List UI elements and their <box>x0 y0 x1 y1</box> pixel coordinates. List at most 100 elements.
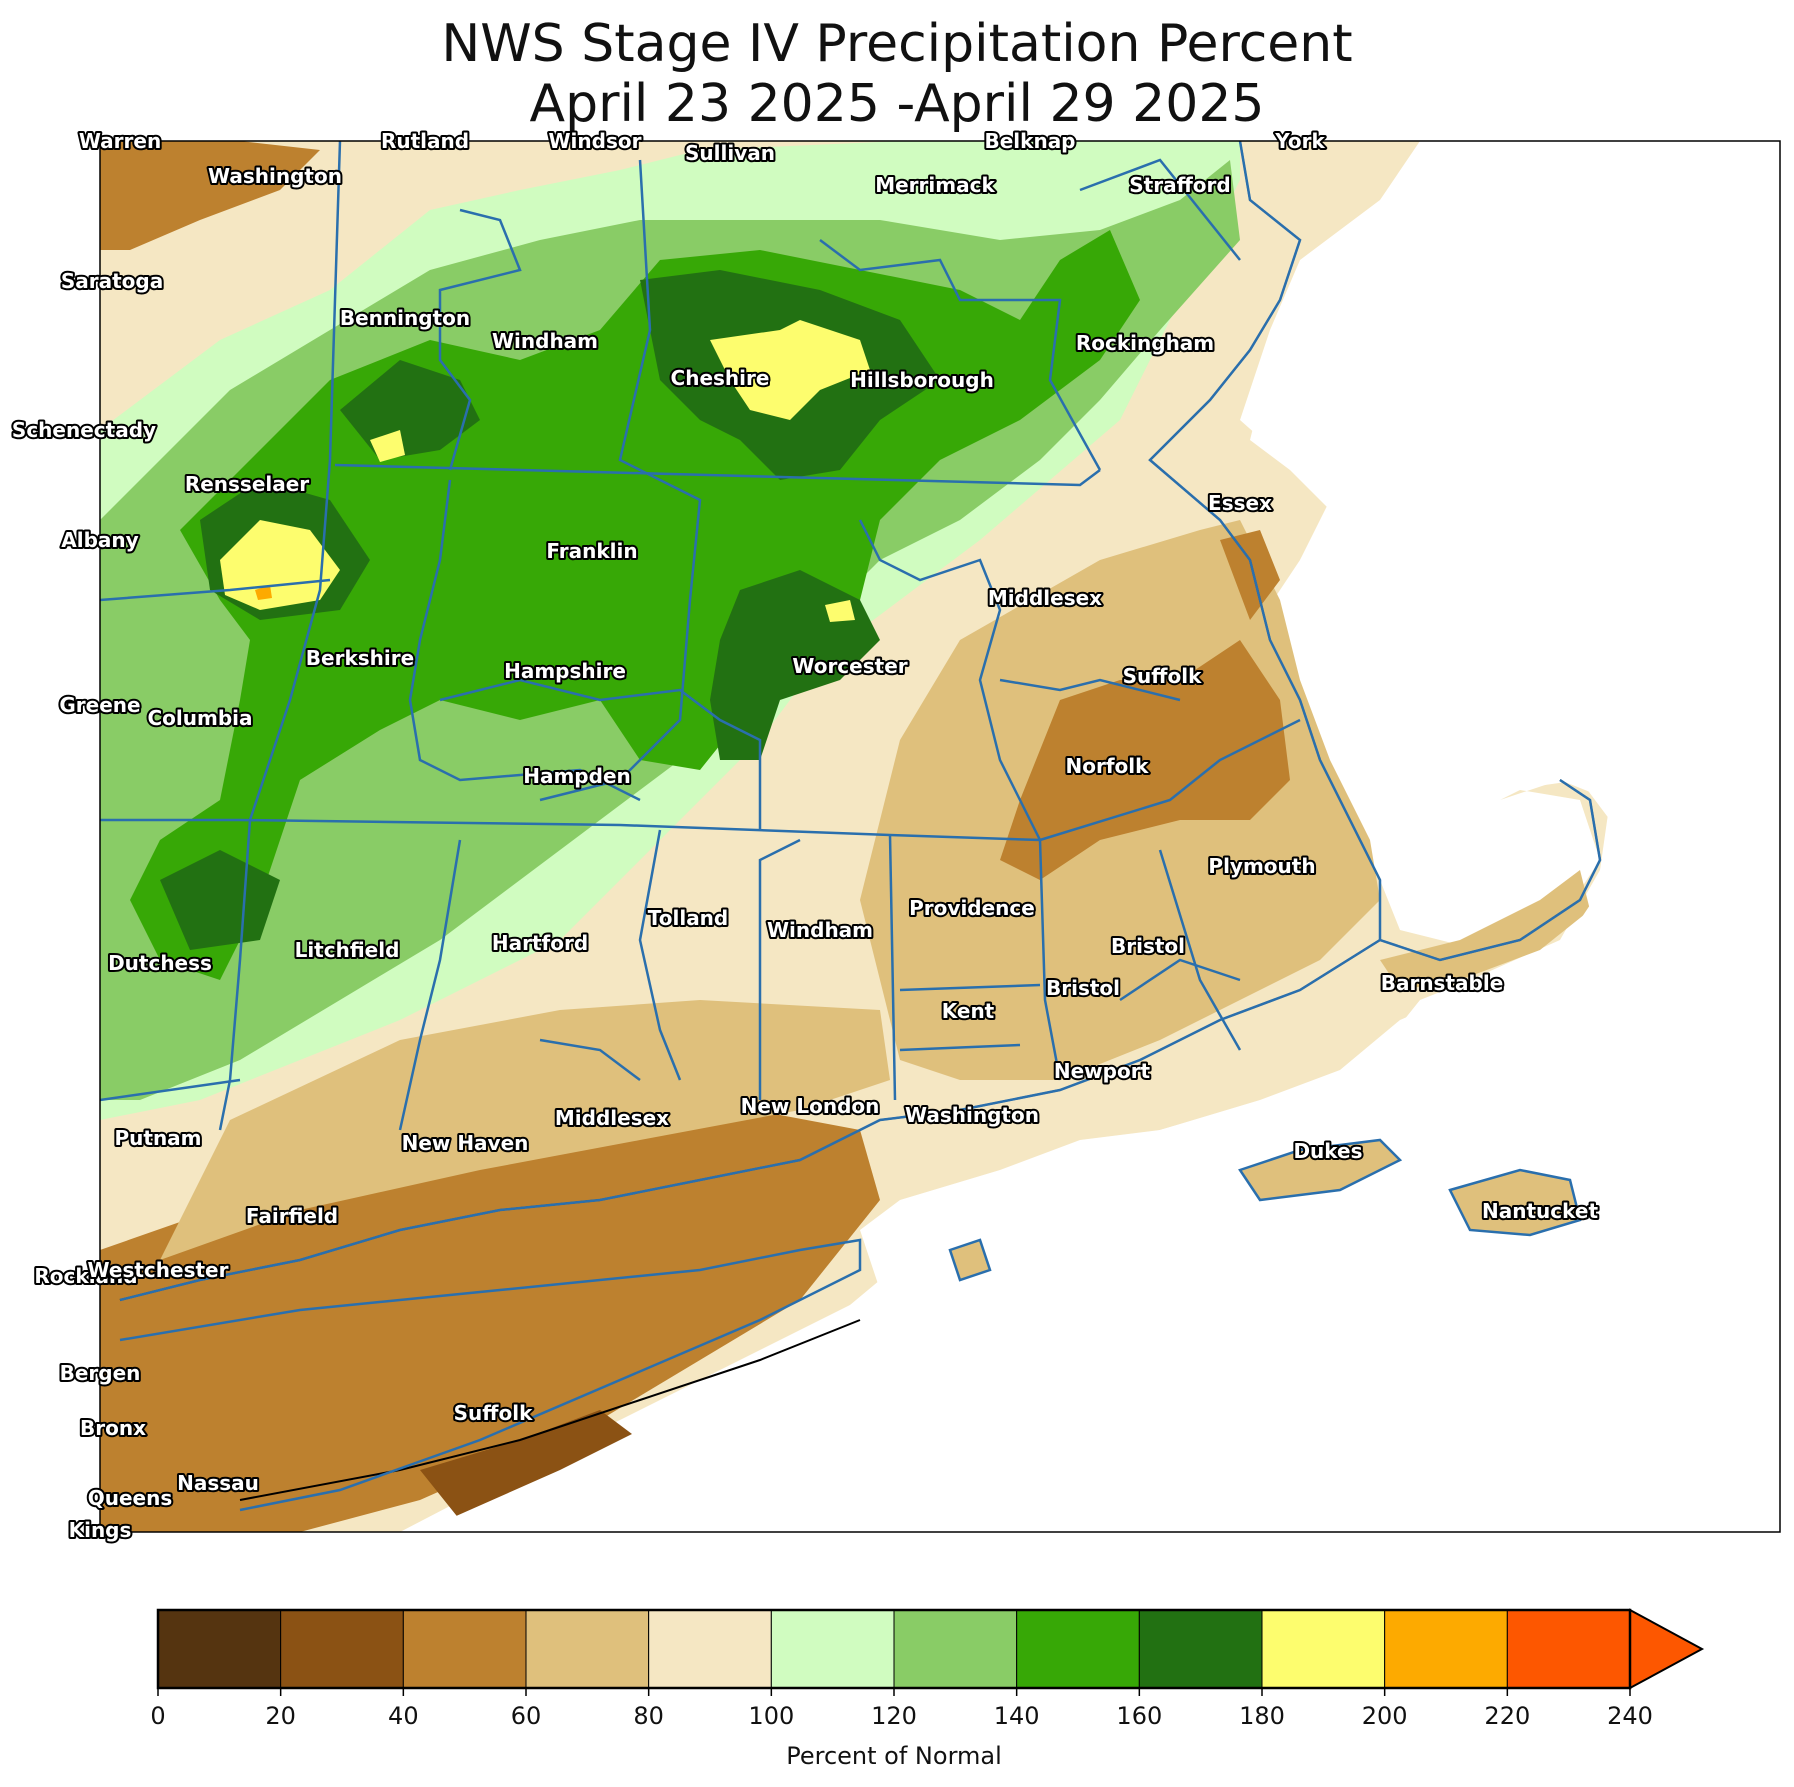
zone-60-80-cape <box>1380 870 1590 990</box>
county-label: Worcester <box>792 654 907 678</box>
county-label: Saratoga <box>61 269 163 293</box>
colorbar-segment <box>1506 1609 1631 1689</box>
county-label: Albany <box>61 528 138 552</box>
county-label: Litchfield <box>295 938 400 962</box>
colorbar-tick-label: 20 <box>265 1702 296 1730</box>
colorbar-segment <box>402 1609 527 1689</box>
county-label: Nassau <box>177 1471 259 1495</box>
county-label: Providence <box>909 896 1035 920</box>
county-label: Dukes <box>1293 1139 1362 1163</box>
county-label: Norfolk <box>1066 754 1150 778</box>
county-label: York <box>1274 129 1325 153</box>
county-label: New Haven <box>402 1131 529 1155</box>
county-label: Hartford <box>492 931 588 955</box>
colorbar-segment <box>1261 1609 1386 1689</box>
county-label: Queens <box>88 1486 173 1510</box>
colorbar-segment <box>1016 1609 1140 1689</box>
zone-160-180-dutch <box>160 850 280 950</box>
county-label: Washington <box>208 164 342 188</box>
colorbar-tick-label: 140 <box>994 1702 1040 1730</box>
county-label: Rockingham <box>1076 331 1214 355</box>
county-label: Bergen <box>60 1361 141 1385</box>
county-label: Fairfield <box>246 1204 338 1228</box>
zone-200-220-spot <box>255 585 272 600</box>
colorbar-segment <box>893 1609 1018 1689</box>
colorbar-tick-label: 40 <box>388 1702 419 1730</box>
county-label: New London <box>741 1094 880 1118</box>
map-area <box>100 141 1780 1532</box>
county-label: Barnstable <box>1381 971 1504 995</box>
county-label: Newport <box>1054 1059 1151 1083</box>
county-label: Suffolk <box>1123 664 1202 688</box>
county-label: Dutchess <box>108 951 212 975</box>
county-label: Bristol <box>1046 976 1120 1000</box>
zone-180-200-small2 <box>825 600 855 622</box>
county-label: Warren <box>79 129 161 153</box>
ocean <box>420 141 1780 1532</box>
colorbar-tick-label: 60 <box>511 1702 542 1730</box>
county-label: Windsor <box>549 129 642 153</box>
zone-180-200-small1 <box>370 430 405 462</box>
county-label: Berkshire <box>306 646 414 670</box>
zone-60-80-ct-shore <box>160 1000 890 1260</box>
county-label: Essex <box>1208 491 1272 515</box>
shoreline <box>119 141 1602 1512</box>
county-label: Kings <box>69 1518 132 1542</box>
county-label: Putnam <box>114 1126 201 1150</box>
county-label: Merrimack <box>875 173 995 197</box>
map-frame <box>99 140 1781 1533</box>
colorbar-tick-label: 120 <box>871 1702 917 1730</box>
zone-160-180-bennington <box>340 360 480 460</box>
zone-40-60-northwest <box>100 141 320 250</box>
county-label: Sullivan <box>685 141 775 165</box>
county-label: Hillsborough <box>850 368 994 392</box>
colorbar-tick-label: 0 <box>150 1702 165 1730</box>
colorbar-segment <box>1384 1609 1508 1689</box>
title-line-2: April 23 2025 -April 29 2025 <box>529 74 1265 134</box>
island-block <box>950 1240 990 1280</box>
colorbar-segment <box>525 1609 650 1689</box>
county-label: Plymouth <box>1208 854 1315 878</box>
colorbar-segment <box>770 1609 895 1689</box>
zone-180-200-hills <box>710 320 870 420</box>
county-label: Schenectady <box>12 418 156 442</box>
colorbar-tick-label: 240 <box>1607 1702 1653 1730</box>
colorbar-tick-label: 200 <box>1362 1702 1408 1730</box>
county-label: Columbia <box>147 706 252 730</box>
colorbar-label: Percent of Normal <box>786 1742 1002 1770</box>
colorbar-tick-label: 100 <box>748 1702 794 1730</box>
colorbar: 0 20 40 60 80 100 120 140 160 180 200 220 240 Percent… <box>150 1608 1705 1770</box>
county-label: Middlesex <box>988 586 1102 610</box>
county-label: Greene <box>59 693 140 717</box>
county-label: Bennington <box>340 306 470 330</box>
county-label: Nantucket <box>1482 1199 1598 1223</box>
county-label: Hampshire <box>504 659 626 683</box>
county-label: Windham <box>767 918 873 942</box>
county-label: Hampden <box>523 764 631 788</box>
colorbar-tick-label: 160 <box>1116 1702 1162 1730</box>
county-label: Middlesex <box>555 1106 669 1130</box>
colorbar-tick-label: 220 <box>1484 1702 1530 1730</box>
county-borders <box>100 141 1301 1131</box>
colorbar-extend-arrow <box>1629 1608 1705 1690</box>
county-label: Belknap <box>984 129 1075 153</box>
county-label: Suffolk <box>454 1401 533 1425</box>
island-marthas-vineyard <box>1240 1140 1400 1200</box>
county-label: Westchester <box>88 1258 229 1282</box>
colorbar-segment <box>157 1609 282 1689</box>
zone-40-60-norfolk <box>1000 640 1290 880</box>
map-title: NWS Stage IV Precipitation Percent April… <box>0 14 1794 134</box>
county-label: Kent <box>942 999 995 1023</box>
county-label: Rockland <box>34 1264 137 1288</box>
county-label: Bristol <box>1111 934 1185 958</box>
colorbar-tick-label: 80 <box>633 1702 664 1730</box>
county-label: Washington <box>905 1103 1039 1127</box>
colorbar-segment <box>1138 1609 1263 1689</box>
colorbar-tick-label: 180 <box>1239 1702 1285 1730</box>
title-line-1: NWS Stage IV Precipitation Percent <box>441 14 1353 74</box>
county-label: Bronx <box>80 1416 146 1440</box>
county-label: Cheshire <box>671 366 770 390</box>
county-label: Tolland <box>648 906 729 930</box>
county-label: Rutland <box>381 129 469 153</box>
